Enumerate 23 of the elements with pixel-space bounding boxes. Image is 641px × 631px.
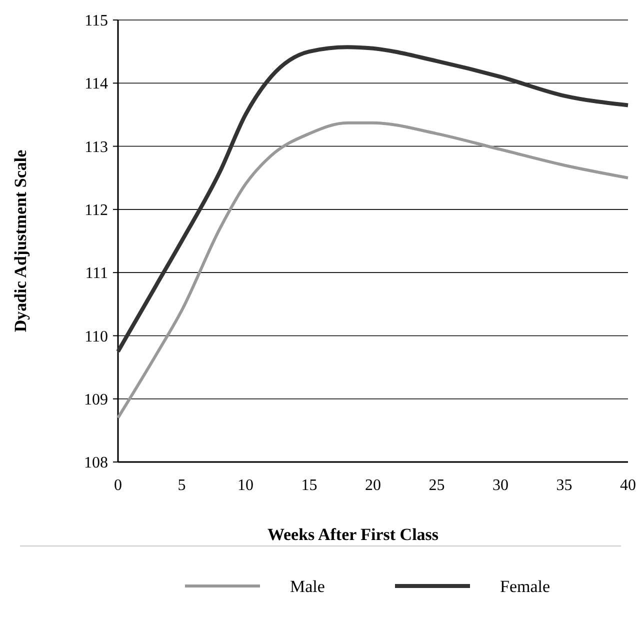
x-tick-label: 15 [301, 477, 318, 494]
y-tick-label: 108 [84, 454, 108, 472]
x-tick-label: 20 [365, 477, 381, 494]
legend-label: Male [290, 576, 325, 596]
x-tick-label: 30 [492, 477, 508, 494]
y-tick-label: 114 [84, 76, 108, 93]
y-tick-label: 113 [84, 138, 108, 156]
legend-label: Female [500, 576, 550, 596]
y-tick-label: 109 [84, 391, 108, 408]
x-tick-label: 0 [114, 477, 122, 494]
line-series [116, 121, 630, 420]
x-tick-label: 25 [428, 477, 445, 494]
x-tick-label: 40 [620, 477, 636, 494]
x-axis-title: Weeks After First Class [267, 525, 439, 544]
y-tick-label: 110 [84, 328, 108, 346]
y-axis-title: Dyadic Adjustment Scale [11, 149, 30, 332]
y-tick-label: 111 [85, 265, 108, 282]
line-series [116, 45, 630, 354]
y-tick-label: 115 [84, 12, 108, 30]
x-tick-label: 10 [238, 477, 254, 494]
x-tick-label: 5 [178, 477, 186, 494]
y-tick-label: 112 [84, 202, 108, 220]
x-tick-label: 35 [556, 477, 572, 494]
